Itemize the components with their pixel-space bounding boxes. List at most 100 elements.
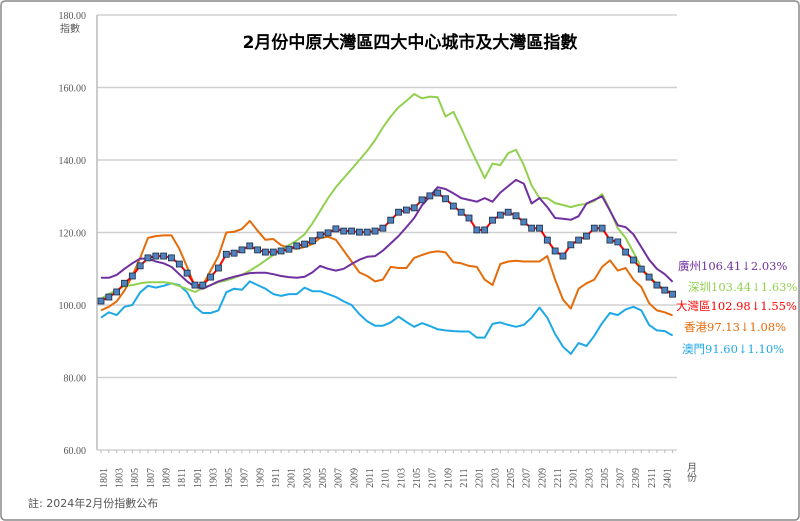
data-point-marker: [348, 227, 355, 235]
data-point-marker: [246, 242, 254, 250]
y-tick-label: 180.00: [59, 11, 87, 22]
data-point-marker: [645, 273, 653, 281]
x-tick-label: 2207: [522, 468, 533, 488]
data-point-marker: [355, 228, 363, 236]
data-point-marker: [630, 256, 637, 264]
data-point-marker: [254, 246, 262, 254]
data-point-marker: [481, 226, 489, 234]
x-tick-label: 1901: [193, 468, 204, 488]
x-tick-label: 2003: [302, 468, 313, 488]
data-point-marker: [168, 254, 175, 262]
x-tick-label: 1801: [99, 468, 110, 488]
data-point-marker: [410, 204, 418, 212]
data-point-marker: [105, 293, 113, 301]
data-point-marker: [191, 281, 199, 289]
y-tick-label: 140.00: [59, 156, 87, 167]
x-axis-label: 月份: [685, 462, 697, 483]
data-point-marker: [395, 208, 402, 216]
x-tick-label: 2009: [349, 468, 360, 488]
data-point-marker: [606, 236, 614, 244]
series-lines: [97, 93, 676, 355]
data-point-marker: [387, 216, 395, 224]
y-tick-label: 60.00: [64, 446, 87, 457]
data-point-marker: [473, 226, 481, 234]
x-tick-label: 2103: [396, 468, 407, 488]
x-tick-label: 2209: [537, 468, 548, 488]
x-tick-label: 2111: [459, 468, 470, 487]
data-point-marker: [465, 214, 473, 222]
series-end-label: 深圳103.44↓1.63%: [688, 280, 797, 294]
data-point-marker: [489, 216, 496, 224]
x-tick-label: 1803: [114, 468, 125, 488]
x-tick-label: 2107: [428, 468, 439, 488]
x-tick-label: 2109: [443, 468, 454, 488]
data-point-marker: [614, 238, 622, 246]
data-point-marker: [496, 211, 504, 219]
data-point-marker: [160, 252, 168, 260]
data-point-marker: [661, 286, 669, 294]
series-end-label: 香港97.13↓1.08%: [684, 320, 786, 334]
data-point-marker: [332, 225, 340, 233]
x-tick-label: 2201: [475, 468, 486, 488]
x-tick-label: 2001: [287, 468, 298, 488]
data-point-marker: [97, 297, 105, 305]
series-line-澳門: [100, 280, 674, 355]
x-tick-label: 2305: [600, 468, 611, 488]
data-point-marker: [238, 246, 246, 254]
data-point-marker: [590, 224, 598, 232]
x-tick-label: 2311: [647, 468, 658, 488]
y-axis-label: 指數: [60, 22, 80, 35]
x-tick-label: 2205: [506, 468, 517, 488]
data-point-marker: [434, 189, 442, 197]
data-point-marker: [152, 252, 160, 260]
data-point-marker: [121, 279, 128, 287]
data-point-marker: [363, 228, 371, 236]
y-tick-label: 160.00: [59, 84, 87, 95]
y-tick-label: 100.00: [59, 301, 87, 312]
x-tick-label: 2401: [663, 468, 674, 488]
x-tick-label: 1905: [224, 468, 235, 488]
data-point-marker: [653, 281, 661, 289]
data-point-marker: [637, 265, 645, 273]
data-point-marker: [583, 232, 590, 240]
chart-title: 2月份中原大灣區四大中心城市及大灣區指數: [243, 32, 578, 53]
x-tick-label: 1811: [177, 468, 188, 488]
data-point-marker: [520, 218, 528, 226]
x-tick-label: 2007: [334, 468, 345, 488]
data-point-marker: [136, 262, 144, 270]
end-labels: 廣州106.41↓2.03% 深圳103.44↓1.63% 大灣區102.98↓1.…: [676, 259, 797, 356]
data-point-marker: [222, 250, 230, 258]
x-tick-label: 2307: [616, 468, 627, 488]
data-point-marker: [293, 242, 301, 250]
y-tick-label: 80.00: [64, 374, 87, 385]
data-point-marker: [277, 247, 285, 255]
data-point-marker: [269, 248, 277, 256]
data-point-marker: [567, 241, 575, 249]
series-end-label: 廣州106.41↓2.03%: [678, 259, 787, 273]
data-point-marker: [598, 224, 606, 232]
data-point-marker: [316, 231, 324, 239]
x-tick-label: 1907: [240, 468, 251, 488]
data-point-marker: [504, 208, 512, 216]
series-line-深圳: [100, 93, 673, 300]
x-tick-label: 2011: [365, 468, 376, 488]
footnote: 註: 2024年2月份指數公布: [28, 496, 158, 510]
series-end-label: 大灣區102.98↓1.55%: [676, 299, 797, 313]
data-point-marker: [559, 252, 567, 260]
data-point-marker: [426, 192, 434, 200]
data-point-marker: [622, 248, 630, 256]
x-tick-label: 2301: [569, 468, 580, 488]
x-tick-label: 1903: [208, 468, 219, 488]
data-point-marker: [669, 290, 676, 298]
data-point-marker: [199, 281, 207, 289]
data-point-marker: [512, 212, 520, 220]
data-point-marker: [262, 248, 269, 256]
data-point-marker: [309, 237, 316, 245]
data-point-marker: [113, 288, 121, 296]
data-point-marker: [402, 206, 410, 214]
x-tick-label: 2303: [584, 468, 595, 488]
data-point-marker: [442, 195, 449, 203]
